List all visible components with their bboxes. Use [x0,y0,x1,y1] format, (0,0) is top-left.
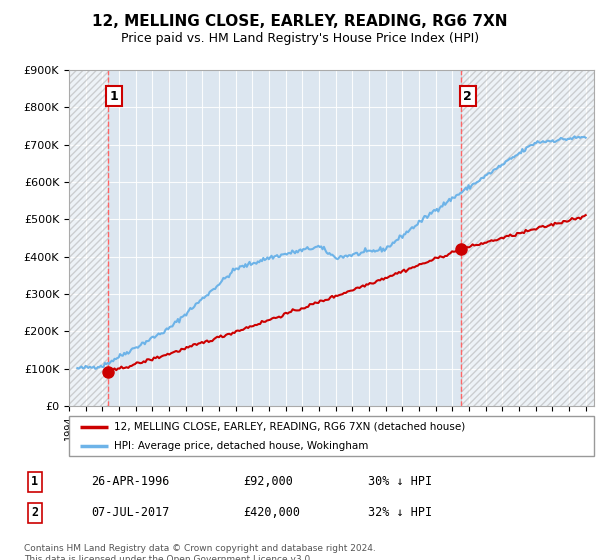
Text: 2: 2 [463,90,472,102]
Text: HPI: Average price, detached house, Wokingham: HPI: Average price, detached house, Woki… [113,441,368,450]
Text: 1: 1 [110,90,119,102]
Text: 30% ↓ HPI: 30% ↓ HPI [368,475,432,488]
Text: 12, MELLING CLOSE, EARLEY, READING, RG6 7XN (detached house): 12, MELLING CLOSE, EARLEY, READING, RG6 … [113,422,465,432]
Text: 07-JUL-2017: 07-JUL-2017 [91,506,170,519]
Text: 26-APR-1996: 26-APR-1996 [91,475,170,488]
Bar [69,70,107,406]
Text: 12, MELLING CLOSE, EARLEY, READING, RG6 7XN: 12, MELLING CLOSE, EARLEY, READING, RG6 … [92,14,508,29]
Text: £420,000: £420,000 [244,506,301,519]
Text: 1: 1 [31,475,38,488]
Text: Contains HM Land Registry data © Crown copyright and database right 2024.
This d: Contains HM Land Registry data © Crown c… [24,544,376,560]
Bar [461,70,594,406]
FancyBboxPatch shape [69,416,594,456]
Text: 32% ↓ HPI: 32% ↓ HPI [368,506,432,519]
Text: 2: 2 [31,506,38,519]
Text: Price paid vs. HM Land Registry's House Price Index (HPI): Price paid vs. HM Land Registry's House … [121,32,479,45]
Text: £92,000: £92,000 [244,475,293,488]
